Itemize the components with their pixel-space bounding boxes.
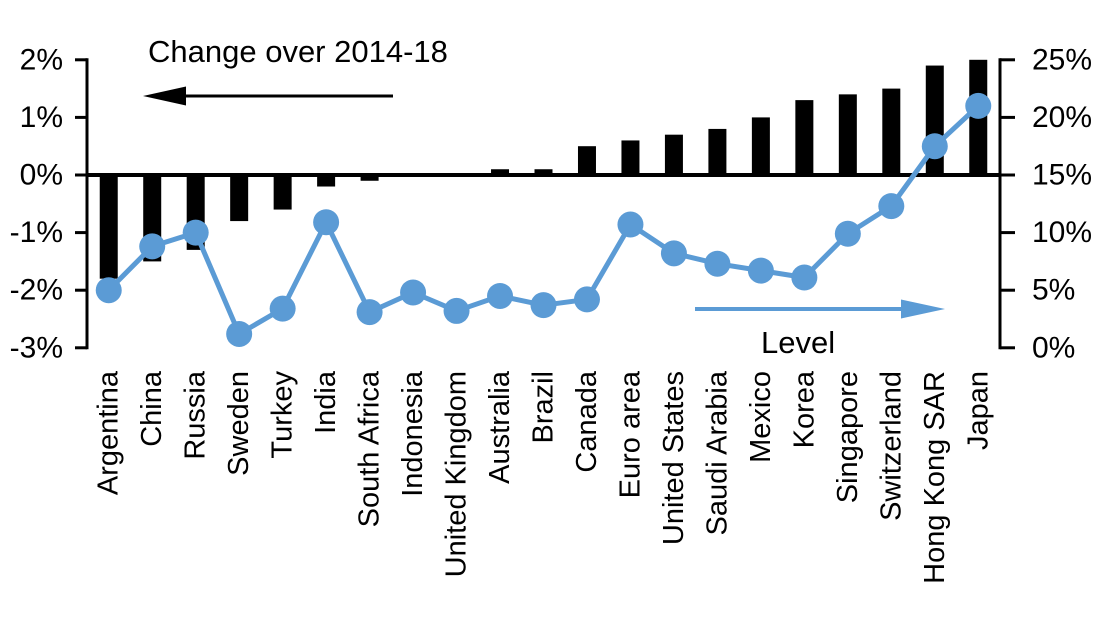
x-label-indonesia: Indonesia (397, 370, 429, 497)
dot-korea (791, 264, 818, 291)
x-label-canada: Canada (571, 370, 603, 472)
bar-mexico (751, 117, 770, 175)
dot-brazil (530, 292, 557, 319)
x-label-brazil: Brazil (528, 371, 560, 444)
bar-switzerland (882, 88, 901, 175)
dot-indonesia (400, 279, 427, 306)
right-axis-label-5-: 5% (1032, 274, 1075, 307)
bar-singapore (838, 94, 857, 175)
dot-hong-kong-sar (921, 133, 948, 160)
left-axis-label-1-: 1% (20, 101, 63, 134)
dot-japan (965, 92, 992, 119)
dot-india (313, 209, 340, 236)
bar-series-left-arrow-icon (143, 86, 393, 106)
x-label-united-states: United States (658, 371, 690, 545)
line-series-right-arrow-icon (695, 299, 945, 319)
bar-euro-area (621, 140, 640, 175)
x-label-singapore: Singapore (832, 371, 864, 503)
dot-saudi-arabia (704, 250, 731, 277)
x-label-south-africa: South Africa (354, 370, 386, 527)
left-axis-label--3-: -3% (10, 331, 63, 364)
dot-united-kingdom (443, 297, 470, 324)
dot-singapore (834, 220, 861, 247)
bar-brazil (534, 169, 553, 175)
x-label-saudi-arabia: Saudi Arabia (701, 370, 733, 535)
x-label-russia: Russia (180, 370, 212, 460)
x-label-sweden: Sweden (223, 371, 255, 476)
x-label-india: India (310, 370, 342, 434)
dot-south-africa (356, 299, 383, 326)
dot-switzerland (878, 193, 905, 220)
dot-sweden (226, 320, 253, 347)
dot-euro-area (617, 211, 644, 238)
right-axis-label-10-: 10% (1032, 216, 1092, 249)
bar-argentina (99, 175, 118, 279)
bar-sweden (230, 175, 249, 222)
x-label-japan: Japan (962, 371, 994, 450)
bar-united-states (664, 134, 683, 175)
right-axis-label-15-: 15% (1032, 159, 1092, 192)
x-label-united-kingdom: United Kingdom (441, 371, 473, 577)
chart-plot-area: 2% 1% 0% -1% -2% -3% 25% 20% 15% 10% 5% 0% Argentina… (10, 43, 1092, 584)
left-axis-label-0-: 0% (20, 159, 63, 192)
dot-australia (487, 282, 514, 309)
left-axis-label-2-: 2% (20, 43, 63, 76)
x-label-mexico: Mexico (745, 371, 777, 463)
x-label-turkey: Turkey (267, 371, 299, 459)
left-axis-label--2-: -2% (10, 274, 63, 307)
right-axis-label-0-: 0% (1032, 331, 1075, 364)
dot-united-states (660, 240, 687, 267)
dot-argentina (95, 277, 122, 304)
bar-saudi-arabia (708, 128, 727, 175)
x-label-switzerland: Switzerland (875, 371, 907, 521)
x-label-australia: Australia (484, 370, 516, 484)
x-label-china: China (136, 370, 168, 447)
dot-russia (182, 219, 209, 246)
bar-india (317, 175, 336, 187)
dot-mexico (747, 257, 774, 284)
dot-turkey (269, 295, 296, 322)
x-label-euro-area: Euro area (614, 370, 646, 498)
x-label-argentina: Argentina (93, 370, 125, 495)
bar-korea (795, 100, 814, 175)
line-series-label: Level (761, 325, 835, 360)
right-axis-label-20-: 20% (1032, 101, 1092, 134)
bar-australia (491, 169, 510, 175)
bar-canada (577, 146, 596, 175)
x-label-hong-kong-sar: Hong Kong SAR (919, 371, 951, 584)
dot-canada (573, 286, 600, 313)
x-label-korea: Korea (788, 370, 820, 448)
left-axis-label--1-: -1% (10, 216, 63, 249)
bar-series-label: Change over 2014-18 (148, 34, 448, 69)
dot-china (139, 233, 166, 260)
bar-south-africa (360, 175, 379, 181)
right-axis-label-25-: 25% (1032, 43, 1092, 76)
bar-turkey (273, 175, 292, 210)
